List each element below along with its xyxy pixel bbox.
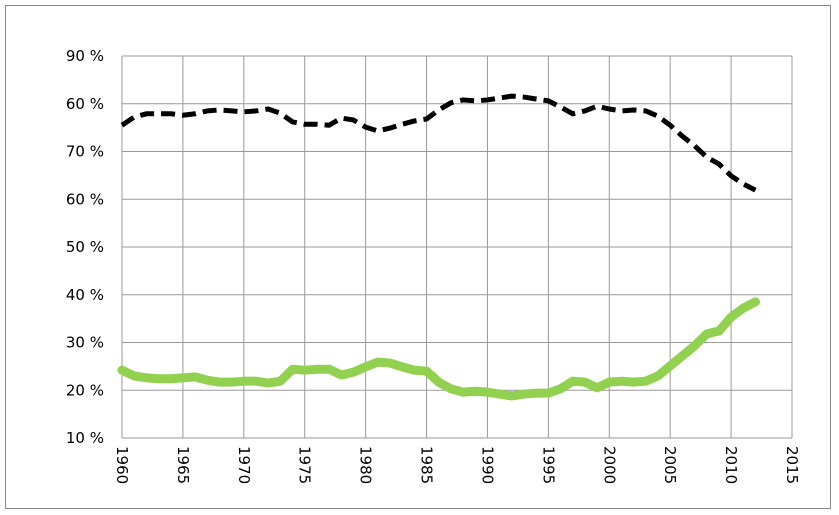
x-tick-label: 1990 <box>478 446 496 484</box>
y-tick-label: 30 % <box>66 334 104 352</box>
y-tick-label: 10 % <box>66 429 104 447</box>
y-tick-label: 50 % <box>66 238 104 256</box>
line-series <box>120 93 757 193</box>
y-tick-label: 70 % <box>66 143 104 161</box>
y-tick-label: 90 % <box>66 47 104 65</box>
x-tick-label: 2005 <box>661 446 679 484</box>
x-tick-label: 1970 <box>235 446 253 484</box>
x-tick-label: 2015 <box>783 446 801 484</box>
x-tick-label: 1980 <box>357 446 375 484</box>
x-tick-label: 1995 <box>539 446 557 484</box>
line-series <box>117 297 760 401</box>
x-tick-label: 2010 <box>722 446 740 484</box>
x-tick-label: 1965 <box>174 446 192 484</box>
y-tick-label: 20 % <box>66 381 104 399</box>
y-tick-label: 40 % <box>66 286 104 304</box>
x-tick-label: 1960 <box>113 446 131 484</box>
y-tick-label: 60 % <box>66 190 104 208</box>
y-tick-label: 60 % <box>66 95 104 113</box>
x-tick-label: 2000 <box>600 446 618 484</box>
chart-frame <box>5 5 831 509</box>
x-tick-label: 1985 <box>418 446 436 484</box>
x-tick-label: 1975 <box>296 446 314 484</box>
